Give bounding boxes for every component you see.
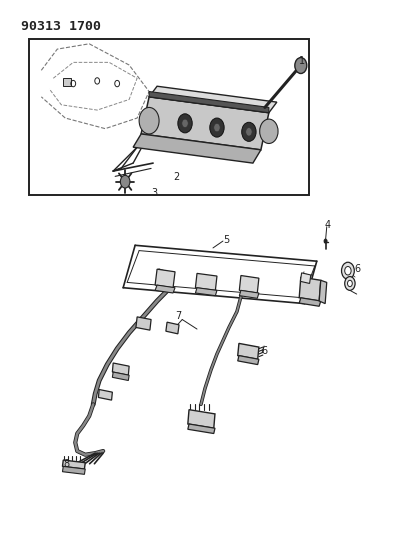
Polygon shape <box>141 97 268 150</box>
Polygon shape <box>300 273 310 284</box>
Text: 3: 3 <box>151 188 157 198</box>
Text: 5: 5 <box>223 235 229 245</box>
Text: 1: 1 <box>298 56 304 66</box>
Circle shape <box>344 266 350 275</box>
Circle shape <box>341 262 353 279</box>
Polygon shape <box>133 134 260 163</box>
Polygon shape <box>239 290 258 298</box>
Text: 2: 2 <box>172 172 179 182</box>
Polygon shape <box>298 277 320 301</box>
Polygon shape <box>98 390 112 400</box>
Circle shape <box>245 127 251 136</box>
Text: 6: 6 <box>354 264 360 274</box>
Polygon shape <box>237 343 258 359</box>
Polygon shape <box>318 280 326 304</box>
Circle shape <box>344 277 354 290</box>
Text: 90313 1700: 90313 1700 <box>21 20 101 33</box>
Circle shape <box>209 118 224 137</box>
Polygon shape <box>149 86 276 113</box>
Circle shape <box>177 114 192 133</box>
Polygon shape <box>155 269 174 288</box>
Polygon shape <box>155 285 174 293</box>
Text: 6: 6 <box>260 346 266 357</box>
Polygon shape <box>195 273 217 290</box>
Polygon shape <box>187 410 215 428</box>
Polygon shape <box>195 288 217 296</box>
Circle shape <box>120 175 130 188</box>
Polygon shape <box>62 466 85 474</box>
Circle shape <box>294 58 306 74</box>
Bar <box>29 38 308 195</box>
Circle shape <box>241 122 255 141</box>
Circle shape <box>259 119 277 143</box>
Text: 8: 8 <box>63 459 69 469</box>
Polygon shape <box>149 92 268 113</box>
Circle shape <box>346 280 351 287</box>
Circle shape <box>323 239 326 243</box>
Polygon shape <box>112 363 129 375</box>
Text: 4: 4 <box>324 220 330 230</box>
Polygon shape <box>298 298 320 306</box>
Circle shape <box>181 119 188 127</box>
Text: 7: 7 <box>174 311 181 321</box>
Circle shape <box>213 123 220 132</box>
Polygon shape <box>63 78 71 86</box>
Polygon shape <box>166 322 178 334</box>
Polygon shape <box>136 317 151 330</box>
Polygon shape <box>237 356 258 365</box>
Circle shape <box>139 108 159 134</box>
Polygon shape <box>239 276 258 293</box>
Polygon shape <box>112 372 129 381</box>
Polygon shape <box>62 460 85 469</box>
Polygon shape <box>187 424 215 433</box>
